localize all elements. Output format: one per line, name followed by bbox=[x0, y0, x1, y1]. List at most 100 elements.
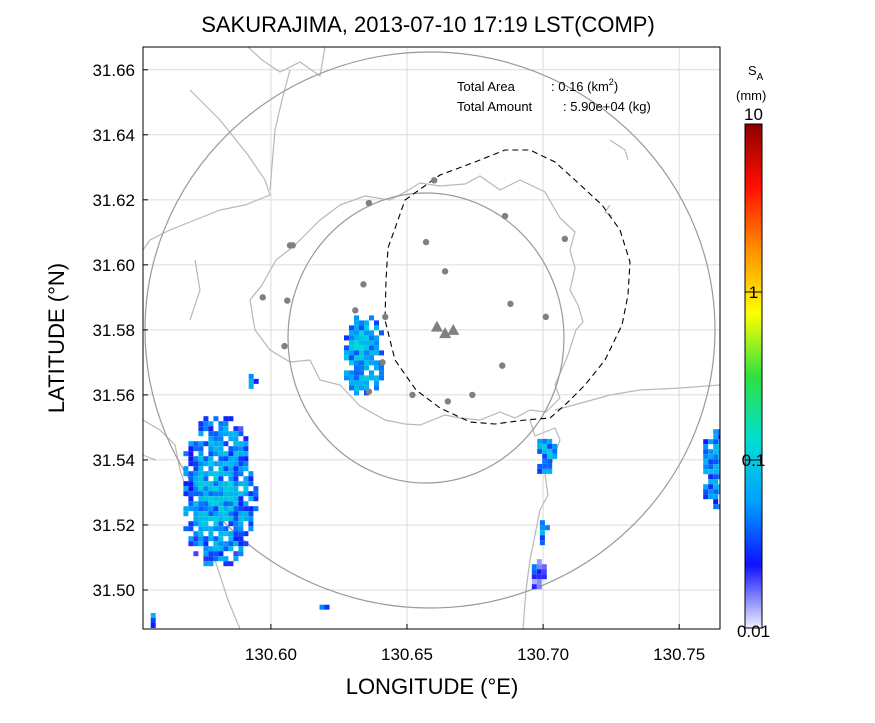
echo-cell bbox=[233, 441, 239, 447]
echo-cell bbox=[374, 335, 379, 341]
echo-cell bbox=[354, 380, 359, 386]
echo-cell bbox=[218, 426, 224, 432]
echo-cell bbox=[379, 330, 384, 336]
echo-cell bbox=[713, 454, 719, 460]
echo-cell bbox=[364, 385, 369, 391]
y-axis-label: LATITUDE (°N) bbox=[44, 263, 69, 413]
echo-layer bbox=[150, 315, 733, 628]
echo-cell bbox=[718, 439, 720, 445]
echo-cell bbox=[718, 449, 720, 455]
restricted-area-outline bbox=[384, 149, 631, 425]
echo-cell bbox=[183, 506, 189, 512]
echo-cell bbox=[223, 461, 229, 467]
echo-cell bbox=[203, 541, 209, 547]
grid bbox=[143, 47, 720, 629]
echo-cell bbox=[544, 525, 550, 531]
echo-cell bbox=[193, 441, 199, 447]
echo-cell bbox=[354, 370, 359, 376]
echo-cell bbox=[213, 541, 219, 547]
echo-cell bbox=[228, 511, 234, 517]
echo-cell bbox=[531, 584, 537, 590]
coastline-east bbox=[522, 384, 720, 629]
echo-cell bbox=[718, 459, 720, 465]
echo-cell bbox=[208, 461, 214, 467]
echo-cell bbox=[213, 481, 219, 487]
y-axis-ticks: 31.66 31.64 31.62 31.60 31.58 31.56 31.54 31.52… bbox=[92, 61, 148, 600]
echo-cell bbox=[228, 471, 234, 477]
echo-cell bbox=[728, 484, 733, 489]
echo-cell bbox=[349, 325, 354, 331]
echo-cell bbox=[188, 446, 194, 452]
echo-cell bbox=[208, 426, 214, 432]
station-dot-18 bbox=[365, 388, 373, 395]
echo-cell bbox=[223, 456, 229, 462]
inner-range-ring bbox=[287, 192, 565, 484]
station-dot-11 bbox=[507, 300, 514, 308]
echo-cell bbox=[198, 466, 204, 472]
echo-cell bbox=[218, 546, 224, 552]
echo-cell bbox=[193, 536, 199, 542]
echo-cell bbox=[228, 531, 234, 537]
echo-cell bbox=[228, 561, 234, 567]
echo-cell bbox=[208, 546, 214, 552]
echo-cell bbox=[243, 461, 249, 467]
echo-cell bbox=[228, 416, 234, 422]
echo-cell bbox=[718, 489, 720, 495]
echo-cell bbox=[713, 484, 719, 490]
echo-cell bbox=[218, 486, 224, 492]
echo-cell bbox=[349, 370, 354, 376]
echo-cell bbox=[203, 516, 209, 522]
echo-cell bbox=[248, 471, 254, 477]
echo-region-0 bbox=[344, 315, 384, 396]
echo-cell bbox=[213, 511, 219, 517]
echo-cell bbox=[354, 325, 359, 331]
echo-cell bbox=[198, 496, 204, 502]
echo-cell bbox=[349, 385, 354, 391]
echo-cell bbox=[218, 516, 224, 522]
echo-cell bbox=[369, 350, 374, 356]
echo-cell bbox=[374, 375, 379, 381]
echo-cell bbox=[369, 360, 374, 366]
echo-cell bbox=[228, 451, 234, 457]
echo-cell bbox=[198, 521, 204, 527]
echo-cell bbox=[253, 496, 259, 502]
colorbar: SA (mm) 10 1 0.1 0.01 bbox=[736, 63, 770, 641]
echo-cell bbox=[208, 526, 214, 532]
echo-cell bbox=[203, 491, 209, 497]
station-dot-16 bbox=[379, 359, 386, 366]
x-axis-label: LONGITUDE (°E) bbox=[346, 674, 519, 699]
station-dot-14 bbox=[542, 313, 550, 321]
chart-title: SAKURAJIMA, 2013-07-10 17:19 LST(COMP) bbox=[201, 12, 655, 37]
echo-cell bbox=[233, 466, 239, 472]
echo-cell bbox=[713, 499, 719, 505]
echo-cell bbox=[223, 486, 229, 492]
echo-cell bbox=[198, 461, 204, 467]
echo-cell bbox=[359, 360, 364, 366]
echo-cell bbox=[723, 439, 728, 444]
echo-cell bbox=[723, 484, 728, 489]
echo-cell bbox=[208, 451, 214, 457]
echo-cell bbox=[238, 536, 244, 542]
echo-cell bbox=[183, 491, 189, 497]
echo-cell bbox=[218, 431, 224, 437]
echo-cell bbox=[228, 456, 234, 462]
echo-cell bbox=[243, 486, 249, 492]
y-tick-label-2: 31.62 bbox=[92, 191, 135, 210]
echo-cell bbox=[203, 481, 209, 487]
station-dot-7 bbox=[441, 268, 449, 275]
colorbar-tick-label-1: 1 bbox=[749, 283, 758, 302]
echo-cell bbox=[539, 535, 545, 541]
echo-cell bbox=[379, 375, 384, 381]
echo-cell bbox=[223, 466, 229, 472]
colorbar-bar bbox=[744, 123, 763, 629]
echo-cell bbox=[238, 501, 244, 507]
echo-cell bbox=[223, 511, 229, 517]
station-dot-19 bbox=[409, 391, 416, 399]
station-dot-0 bbox=[365, 199, 373, 207]
echo-cell bbox=[228, 516, 234, 522]
echo-cell bbox=[713, 444, 719, 450]
echo-cell bbox=[198, 426, 204, 432]
echo-cell bbox=[703, 454, 709, 460]
echo-cell bbox=[374, 325, 379, 331]
echo-cell bbox=[243, 456, 249, 462]
